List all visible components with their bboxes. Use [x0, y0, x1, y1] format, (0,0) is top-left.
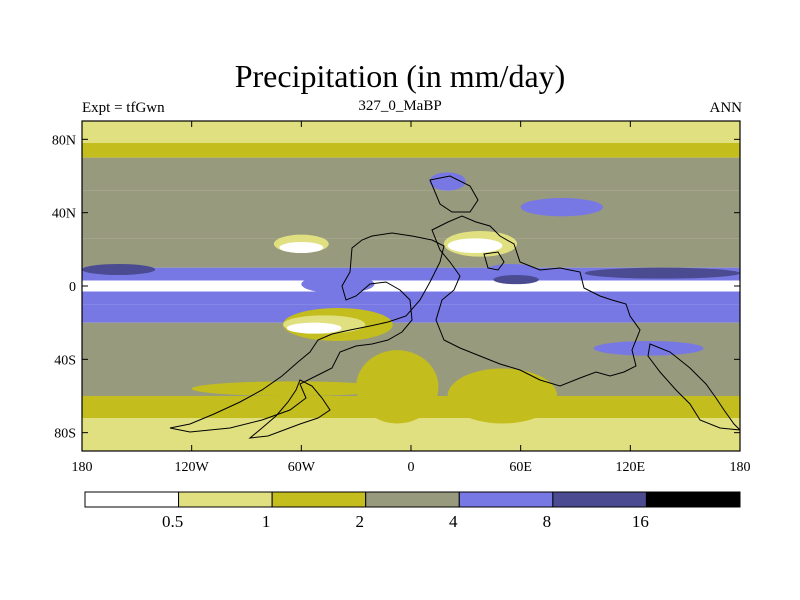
y-tick-label-4: 80S — [54, 427, 76, 442]
precip-patch-0 — [82, 264, 156, 275]
colorbar-label-0: 0.5 — [162, 512, 183, 531]
coastline-layer — [169, 175, 740, 439]
coastline-5 — [483, 251, 505, 271]
precip-band-4 — [82, 238, 740, 268]
colorbar-swatch-6 — [645, 491, 741, 508]
precip-band-2 — [82, 157, 740, 191]
x-tick-label-1: 120W — [175, 460, 210, 475]
precip-patch-5 — [447, 238, 503, 254]
precip-patch-11 — [191, 381, 393, 396]
map-fill-layer — [82, 121, 740, 451]
y-tick-label-2: 0 — [69, 280, 76, 295]
colorbar-label-5: 16 — [632, 512, 649, 531]
season-label: ANN — [709, 100, 743, 116]
precip-patch-8 — [286, 322, 342, 334]
colorbar-label-4: 8 — [543, 512, 552, 531]
precip-band-7 — [82, 291, 740, 305]
coastline-3 — [647, 343, 740, 431]
precip-patch-15 — [484, 264, 539, 279]
precip-patch-10 — [447, 368, 558, 424]
precip-band-3 — [82, 190, 740, 239]
precip-patch-3 — [279, 242, 324, 253]
colorbar-swatch-2 — [271, 491, 367, 508]
coastline-2 — [429, 175, 479, 213]
colorbar-swatch-3 — [365, 491, 460, 508]
precip-band-1 — [82, 143, 740, 158]
time-label: 327_0_MaBP — [358, 98, 442, 114]
colorbar-label-3: 4 — [449, 512, 458, 531]
precip-patch-12 — [246, 421, 430, 444]
experiment-label: Expt = tfGwn — [82, 100, 165, 116]
coastline-4 — [248, 379, 331, 439]
precip-patch-14 — [429, 172, 466, 191]
precip-patch-9 — [356, 350, 439, 424]
x-tick-label-6: 180 — [730, 460, 751, 475]
axes-layer: 180 120W 60W 0 60E 120E 180 80N 40N 0 40S 80S — [52, 120, 751, 475]
precip-band-0 — [82, 121, 740, 143]
coastline-1 — [431, 215, 641, 387]
precip-patch-17 — [593, 341, 704, 356]
coastline-0 — [169, 232, 445, 433]
x-tick-label-0: 180 — [72, 460, 93, 475]
colorbar-label-1: 1 — [262, 512, 271, 531]
y-tick-label-3: 40S — [54, 353, 76, 368]
chart-title: Precipitation (in mm/day) — [234, 58, 566, 94]
precip-patch-18 — [301, 275, 375, 294]
x-tick-label-3: 0 — [408, 460, 415, 475]
colorbar-swatch-0 — [84, 491, 180, 508]
x-tick-label-5: 120E — [616, 460, 646, 475]
precip-patch-1 — [584, 267, 740, 279]
y-tick-label-0: 80N — [52, 133, 76, 148]
colorbar-label-2: 2 — [355, 512, 364, 531]
x-tick-label-4: 60E — [509, 460, 532, 475]
colorbar: 0.5 1 2 4 8 16 — [84, 491, 741, 531]
precip-patch-16 — [493, 275, 539, 285]
colorbar-swatch-5 — [552, 491, 647, 508]
colorbar-swatch-1 — [178, 491, 273, 508]
x-tick-label-2: 60W — [288, 460, 316, 475]
colorbar-swatch-4 — [458, 491, 554, 508]
y-tick-label-1: 40N — [52, 207, 76, 222]
precip-patch-13 — [520, 198, 603, 217]
precip-band-6 — [82, 280, 740, 292]
